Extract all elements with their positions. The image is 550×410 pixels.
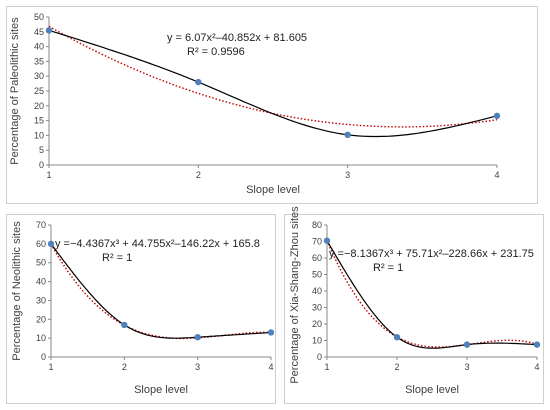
- xia-shang-zhou-y-tick-label: 10: [312, 336, 322, 346]
- xia-shang-zhou-x-axis-title: Slope level: [405, 384, 459, 396]
- xia-shang-zhou-data-point: [393, 334, 401, 341]
- neolithic-y-tick-label: 70: [36, 220, 46, 230]
- paleolithic-y-tick-label: 15: [34, 116, 44, 126]
- neolithic-y-tick-label: 10: [36, 333, 46, 343]
- neolithic-data-point: [121, 321, 128, 329]
- xia-shang-zhou-x-tick-label: 2: [394, 362, 399, 372]
- neolithic-x-tick-label: 3: [195, 362, 200, 372]
- xia-shang-zhou-x-tick-label: 1: [324, 362, 329, 372]
- xia-shang-zhou-y-tick-label: 80: [312, 220, 322, 230]
- neolithic-data-point: [267, 329, 275, 336]
- xia-shang-zhou-chart: 0 10 20 30 40 50 60 70 80 1 2 3 4 Slope level Percenta…: [289, 206, 541, 396]
- paleolithic-x-tick-label: 3: [345, 170, 350, 180]
- neolithic-r-squared: R² = 1: [102, 252, 132, 264]
- paleolithic-y-tick-label: 25: [34, 86, 44, 96]
- neolithic-x-tick-label: 2: [122, 362, 127, 372]
- paleolithic-y-tick-label: 5: [39, 145, 44, 155]
- neolithic-x-tick-label: 1: [48, 362, 53, 372]
- neolithic-chart-panel: 0 10 20 30 40 50 60 70 1 2 3 4 Slope level Percentage…: [6, 214, 276, 404]
- paleolithic-data-point: [344, 131, 351, 139]
- neolithic-data-point: [47, 240, 55, 248]
- paleolithic-data-line: [48, 29, 498, 138]
- neolithic-y-tick-label: 40: [36, 277, 46, 287]
- paleolithic-chart-panel: 0 5 10 15 20 25 30 35 40 45 50 1 2 3 4 Slope level Perce…: [6, 6, 538, 204]
- neolithic-x-axis-title: Slope level: [134, 384, 188, 396]
- neolithic-chart: 0 10 20 30 40 50 60 70 1 2 3 4 Slope level Percentage…: [11, 220, 275, 396]
- xia-shang-zhou-y-axis-title: Percentage of Xia-Shang-Zhou sites: [289, 206, 301, 384]
- paleolithic-chart: 0 5 10 15 20 25 30 35 40 45 50 1 2 3 4 Slope level Perce…: [9, 12, 501, 196]
- xia-shang-zhou-y-tick-label: 50: [312, 270, 322, 280]
- paleolithic-data-point: [195, 78, 202, 86]
- xia-shang-zhou-y-tick-label: 30: [312, 303, 322, 313]
- paleolithic-x-tick-label: 4: [494, 170, 499, 180]
- neolithic-y-axis-title: Percentage of Neolithic sites: [11, 221, 23, 361]
- neolithic-y-tick-label: 60: [36, 239, 46, 249]
- neolithic-y-tick-label: 30: [36, 295, 46, 305]
- neolithic-y-tick-label: 50: [36, 258, 46, 268]
- neolithic-data-line: [50, 243, 272, 339]
- paleolithic-equation: y = 6.07x²–40.852x + 81.605: [167, 32, 307, 44]
- paleolithic-y-axis-title: Percentage of Paleolithic sites: [9, 17, 21, 165]
- neolithic-data-point: [194, 334, 201, 341]
- paleolithic-y-tick-label: 35: [34, 56, 44, 66]
- xia-shang-zhou-data-point: [323, 237, 331, 244]
- paleolithic-y-tick-label: 50: [34, 12, 44, 22]
- paleolithic-y-tick-label: 0: [39, 160, 44, 170]
- xia-shang-zhou-trendline: [326, 240, 538, 348]
- paleolithic-y-tick-label: 40: [34, 42, 44, 52]
- paleolithic-x-axis-title: Slope level: [246, 184, 300, 196]
- neolithic-y-tick-label: 20: [36, 314, 46, 324]
- xia-shang-zhou-chart-panel: 0 10 20 30 40 50 60 70 80 1 2 3 4 Slope level Percenta…: [284, 206, 544, 404]
- paleolithic-r-squared: R² = 0.9596: [187, 46, 245, 58]
- xia-shang-zhou-r-squared: R² = 1: [373, 262, 403, 274]
- paleolithic-y-tick-label: 20: [34, 101, 44, 111]
- paleolithic-data-point: [493, 112, 501, 120]
- paleolithic-y-tick-label: 30: [34, 71, 44, 81]
- paleolithic-data-point: [45, 27, 53, 34]
- paleolithic-y-tick-label: 45: [34, 27, 44, 37]
- paleolithic-x-tick-label: 1: [46, 170, 51, 180]
- xia-shang-zhou-y-tick-label: 20: [312, 319, 322, 329]
- xia-shang-zhou-data-point: [463, 341, 471, 348]
- xia-shang-zhou-data-point: [533, 341, 541, 348]
- neolithic-y-tick-label: 0: [41, 352, 46, 362]
- neolithic-x-tick-label: 4: [268, 362, 273, 372]
- xia-shang-zhou-equation: y =−8.1367x³ + 75.71x²–228.66x + 231.75: [329, 248, 534, 260]
- paleolithic-x-tick-label: 2: [196, 170, 201, 180]
- xia-shang-zhou-data-line: [326, 240, 538, 349]
- xia-shang-zhou-x-tick-label: 4: [534, 362, 539, 372]
- paleolithic-y-tick-label: 10: [34, 130, 44, 140]
- xia-shang-zhou-y-tick-label: 60: [312, 253, 322, 263]
- xia-shang-zhou-x-tick-label: 3: [464, 362, 469, 372]
- neolithic-equation: y =−4.4367x³ + 44.755x²–146.22x + 165.8: [55, 238, 260, 250]
- xia-shang-zhou-y-tick-label: 0: [317, 352, 322, 362]
- xia-shang-zhou-y-tick-label: 70: [312, 237, 322, 247]
- neolithic-trendline: [50, 243, 272, 340]
- xia-shang-zhou-y-tick-label: 40: [312, 286, 322, 296]
